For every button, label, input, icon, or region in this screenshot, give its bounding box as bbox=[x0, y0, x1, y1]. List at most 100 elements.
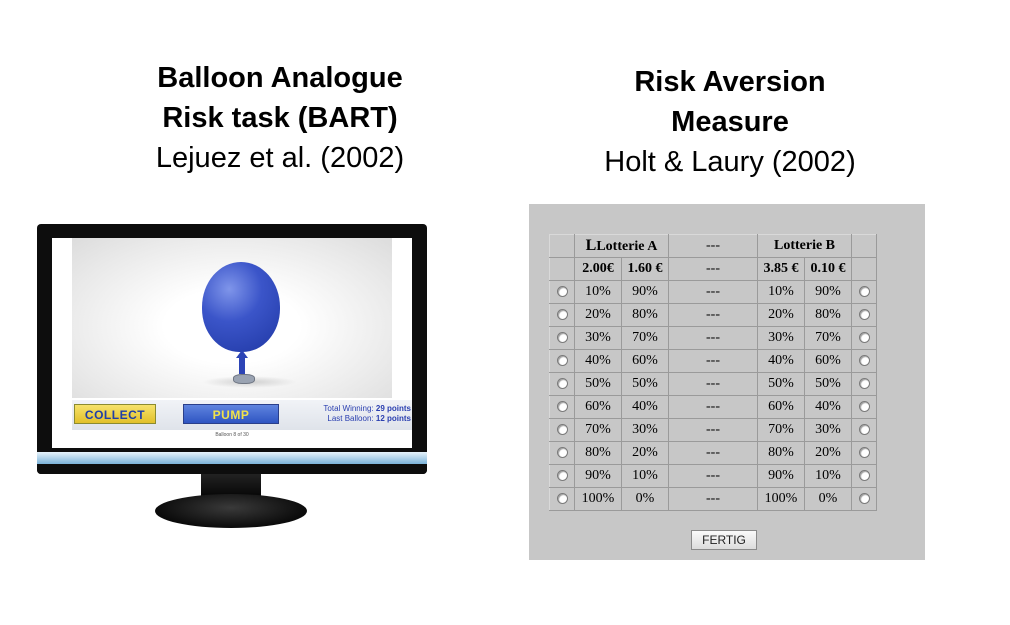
risk-citation: Holt & Laury (2002) bbox=[604, 146, 856, 178]
radio-b[interactable] bbox=[858, 309, 870, 321]
radio-cell-b bbox=[851, 395, 877, 419]
radio-b[interactable] bbox=[858, 286, 870, 298]
a-low-amount: 1.60 € bbox=[621, 257, 669, 281]
a-prob-low: 70% bbox=[621, 326, 669, 350]
total-winning-label: Total Winning: bbox=[323, 404, 374, 413]
radio-cell-b bbox=[851, 326, 877, 350]
row-mid: --- bbox=[668, 441, 758, 465]
bart-citation: Lejuez et al. (2002) bbox=[155, 142, 405, 174]
radio-b[interactable] bbox=[858, 470, 870, 482]
a-high-amount: 2.00€ bbox=[574, 257, 622, 281]
risk-aversion-heading: Risk Aversion Measure Holt & Laury (2002… bbox=[520, 62, 940, 182]
bart-screen: COLLECT PUMP Total Winning: 29 points La… bbox=[52, 238, 412, 448]
a-prob-high: 30% bbox=[574, 326, 622, 350]
lotterie-a-label: Lotterie A bbox=[596, 239, 658, 254]
pump-nozzle-icon bbox=[233, 374, 255, 384]
lottery-row: 50% 50% --- 50% 50% bbox=[549, 372, 877, 396]
radio-cell-a bbox=[549, 303, 575, 327]
monitor-chin bbox=[37, 452, 427, 464]
radio-a[interactable] bbox=[556, 424, 568, 436]
b-prob-high: 40% bbox=[757, 349, 805, 373]
b-prob-high: 70% bbox=[757, 418, 805, 442]
b-prob-low: 40% bbox=[804, 395, 852, 419]
lotterie-b-header: Lotterie B bbox=[757, 234, 852, 258]
row-mid: --- bbox=[668, 303, 758, 327]
a-prob-low: 80% bbox=[621, 303, 669, 327]
lottery-row: 60% 40% --- 60% 40% bbox=[549, 395, 877, 419]
lottery-panel: LLotterie A --- Lotterie B 2.00€ 1.60 € … bbox=[529, 204, 925, 560]
b-prob-low: 20% bbox=[804, 441, 852, 465]
b-prob-high: 90% bbox=[757, 464, 805, 488]
balloon-icon bbox=[202, 262, 280, 352]
b-prob-low: 30% bbox=[804, 418, 852, 442]
header-blank-left bbox=[549, 234, 575, 258]
lottery-table: LLotterie A --- Lotterie B 2.00€ 1.60 € … bbox=[549, 234, 877, 511]
row-mid: --- bbox=[668, 464, 758, 488]
radio-b[interactable] bbox=[858, 424, 870, 436]
radio-cell-a bbox=[549, 487, 575, 511]
radio-a[interactable] bbox=[556, 470, 568, 482]
radio-a[interactable] bbox=[556, 309, 568, 321]
lottery-row: 40% 60% --- 40% 60% bbox=[549, 349, 877, 373]
a-prob-low: 0% bbox=[621, 487, 669, 511]
b-prob-low: 90% bbox=[804, 280, 852, 304]
row-mid: --- bbox=[668, 280, 758, 304]
lotterie-a-header: LLotterie A bbox=[574, 234, 669, 258]
lottery-header-row: LLotterie A --- Lotterie B bbox=[549, 234, 877, 258]
b-prob-high: 50% bbox=[757, 372, 805, 396]
lottery-row: 80% 20% --- 80% 20% bbox=[549, 441, 877, 465]
row-mid: --- bbox=[668, 326, 758, 350]
radio-a[interactable] bbox=[556, 332, 568, 344]
radio-b[interactable] bbox=[858, 332, 870, 344]
radio-cell-a bbox=[549, 372, 575, 396]
radio-b[interactable] bbox=[858, 355, 870, 367]
b-prob-low: 70% bbox=[804, 326, 852, 350]
amount-blank-left bbox=[549, 257, 575, 281]
radio-cell-b bbox=[851, 441, 877, 465]
bart-title-line1: Balloon Analogue bbox=[157, 62, 403, 94]
b-prob-high: 10% bbox=[757, 280, 805, 304]
radio-b[interactable] bbox=[858, 493, 870, 505]
pump-button[interactable]: PUMP bbox=[183, 404, 279, 424]
row-mid: --- bbox=[668, 418, 758, 442]
radio-cell-b bbox=[851, 487, 877, 511]
b-prob-high: 20% bbox=[757, 303, 805, 327]
lottery-row: 20% 80% --- 20% 80% bbox=[549, 303, 877, 327]
header-blank-right bbox=[851, 234, 877, 258]
bart-heading: Balloon Analogue Risk task (BART) Lejuez… bbox=[60, 58, 500, 178]
radio-cell-a bbox=[549, 441, 575, 465]
a-prob-low: 30% bbox=[621, 418, 669, 442]
radio-a[interactable] bbox=[556, 493, 568, 505]
a-prob-high: 70% bbox=[574, 418, 622, 442]
radio-cell-a bbox=[549, 326, 575, 350]
balloon-knot bbox=[236, 350, 248, 358]
b-prob-low: 0% bbox=[804, 487, 852, 511]
bart-control-bar: COLLECT PUMP Total Winning: 29 points La… bbox=[72, 400, 412, 430]
radio-cell-a bbox=[549, 464, 575, 488]
monitor-bezel-bottom bbox=[37, 464, 427, 474]
amount-blank-right bbox=[851, 257, 877, 281]
risk-title-line1: Risk Aversion bbox=[634, 66, 826, 98]
radio-b[interactable] bbox=[858, 401, 870, 413]
a-prob-low: 10% bbox=[621, 464, 669, 488]
b-prob-low: 80% bbox=[804, 303, 852, 327]
a-prob-high: 80% bbox=[574, 441, 622, 465]
radio-a[interactable] bbox=[556, 286, 568, 298]
radio-a[interactable] bbox=[556, 378, 568, 390]
radio-a[interactable] bbox=[556, 447, 568, 459]
radio-a[interactable] bbox=[556, 401, 568, 413]
collect-button[interactable]: COLLECT bbox=[74, 404, 156, 424]
fertig-button[interactable]: FERTIG bbox=[691, 530, 757, 550]
b-prob-high: 60% bbox=[757, 395, 805, 419]
radio-b[interactable] bbox=[858, 378, 870, 390]
total-winning-value: 29 points bbox=[375, 404, 411, 413]
row-mid: --- bbox=[668, 372, 758, 396]
radio-cell-b bbox=[851, 303, 877, 327]
radio-b[interactable] bbox=[858, 447, 870, 459]
radio-a[interactable] bbox=[556, 355, 568, 367]
lottery-row: 10% 90% --- 10% 90% bbox=[549, 280, 877, 304]
monitor: COLLECT PUMP Total Winning: 29 points La… bbox=[37, 224, 427, 474]
radio-cell-b bbox=[851, 349, 877, 373]
row-mid: --- bbox=[668, 395, 758, 419]
b-high-amount: 3.85 € bbox=[757, 257, 805, 281]
